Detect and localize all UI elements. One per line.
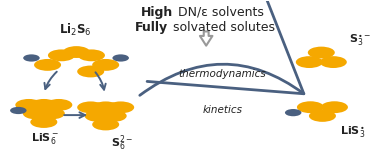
Text: High: High <box>141 6 173 19</box>
Circle shape <box>112 54 129 62</box>
FancyArrowPatch shape <box>140 0 304 95</box>
Circle shape <box>30 116 57 128</box>
Text: Li$_2$S$_6$: Li$_2$S$_6$ <box>59 22 92 38</box>
Text: LiS$_3^{\bullet}$: LiS$_3^{\bullet}$ <box>341 124 366 140</box>
Circle shape <box>30 99 57 111</box>
Circle shape <box>308 47 335 58</box>
Circle shape <box>107 101 134 113</box>
Circle shape <box>320 56 347 68</box>
Text: kinetics: kinetics <box>203 105 243 115</box>
Circle shape <box>77 66 104 77</box>
Circle shape <box>10 107 26 114</box>
Text: Fully: Fully <box>135 21 167 34</box>
Text: DN/ε solvents: DN/ε solvents <box>174 6 264 19</box>
Circle shape <box>297 101 324 113</box>
Text: S$_3^{\bullet -}$: S$_3^{\bullet -}$ <box>349 33 372 48</box>
Circle shape <box>285 109 301 116</box>
Text: thermodynamics: thermodynamics <box>179 69 266 79</box>
Circle shape <box>309 110 336 122</box>
Circle shape <box>100 110 127 122</box>
Circle shape <box>296 56 323 68</box>
Circle shape <box>78 49 105 61</box>
Text: S$_6^{2-}$: S$_6^{2-}$ <box>112 134 134 153</box>
Circle shape <box>63 46 90 58</box>
Circle shape <box>92 119 119 130</box>
Circle shape <box>321 101 348 113</box>
Text: solvated solutes: solvated solutes <box>169 21 275 34</box>
Circle shape <box>23 54 40 62</box>
Circle shape <box>77 101 104 113</box>
FancyArrowPatch shape <box>200 31 212 46</box>
Circle shape <box>92 101 119 113</box>
Circle shape <box>38 108 65 119</box>
Circle shape <box>15 99 42 111</box>
Circle shape <box>92 59 119 71</box>
Circle shape <box>45 99 72 111</box>
Circle shape <box>23 108 50 119</box>
Circle shape <box>85 110 112 122</box>
Text: LiS$_6^-$: LiS$_6^-$ <box>31 131 59 146</box>
Circle shape <box>48 49 75 61</box>
Circle shape <box>34 59 61 71</box>
